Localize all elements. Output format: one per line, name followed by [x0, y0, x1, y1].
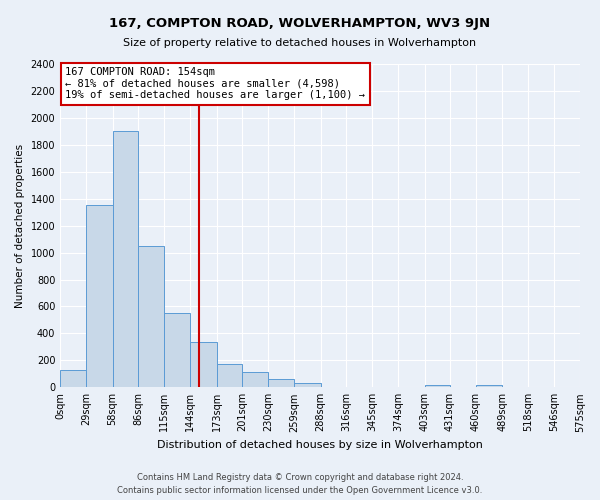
Bar [242, 372, 268, 388]
Y-axis label: Number of detached properties: Number of detached properties [15, 144, 25, 308]
Bar [476, 386, 502, 388]
Bar [60, 370, 86, 388]
Bar [268, 379, 295, 388]
Text: Contains HM Land Registry data © Crown copyright and database right 2024.: Contains HM Land Registry data © Crown c… [137, 474, 463, 482]
Text: 167 COMPTON ROAD: 154sqm
← 81% of detached houses are smaller (4,598)
19% of sem: 167 COMPTON ROAD: 154sqm ← 81% of detach… [65, 67, 365, 100]
Text: Contains public sector information licensed under the Open Government Licence v3: Contains public sector information licen… [118, 486, 482, 495]
Text: 167, COMPTON ROAD, WOLVERHAMPTON, WV3 9JN: 167, COMPTON ROAD, WOLVERHAMPTON, WV3 9J… [109, 18, 491, 30]
Bar [113, 132, 138, 388]
Bar [138, 246, 164, 388]
Bar [425, 384, 450, 388]
Bar [217, 364, 242, 388]
Text: Size of property relative to detached houses in Wolverhampton: Size of property relative to detached ho… [124, 38, 476, 48]
Bar [164, 313, 190, 388]
Bar [190, 342, 217, 388]
Bar [86, 206, 113, 388]
X-axis label: Distribution of detached houses by size in Wolverhampton: Distribution of detached houses by size … [157, 440, 483, 450]
Bar [295, 384, 320, 388]
